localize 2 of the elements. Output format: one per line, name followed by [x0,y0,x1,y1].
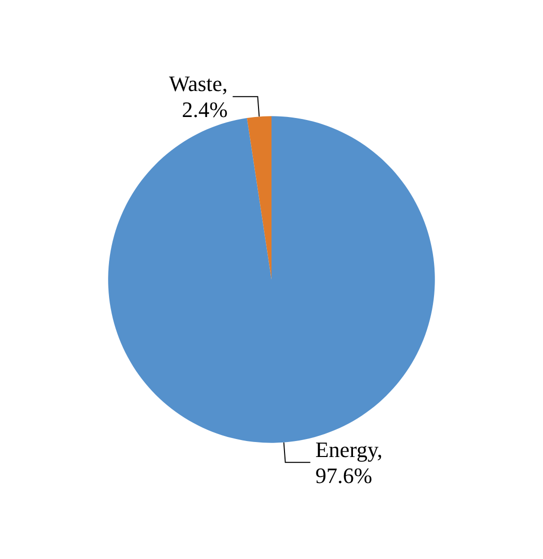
slice-label: Energy, 97.6% [315,436,383,488]
slice-label: Waste, 2.4% [168,71,228,122]
